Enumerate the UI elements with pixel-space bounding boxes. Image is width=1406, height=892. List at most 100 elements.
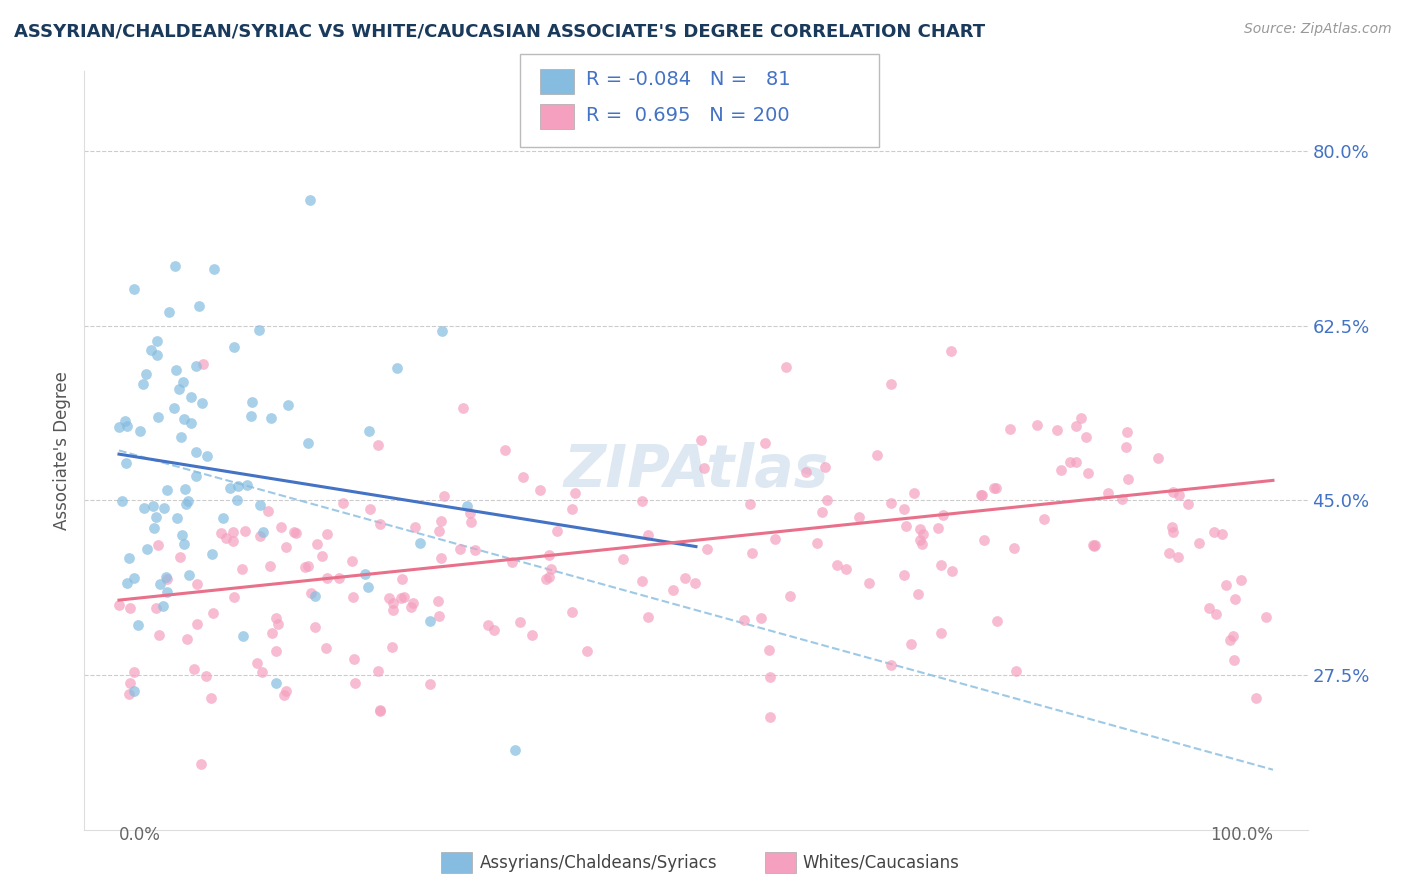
Point [276, 540, 298, 554]
Point [176, 632, 198, 646]
Point [430, 324, 453, 338]
Point [141, 499, 163, 513]
Point [825, 558, 848, 572]
Point [153, 501, 176, 516]
Point [973, 533, 995, 548]
Point [127, 617, 149, 632]
Point [427, 608, 450, 623]
Point [494, 443, 516, 458]
Point [433, 489, 456, 503]
Point [1115, 440, 1137, 454]
Point [505, 743, 527, 757]
Point [903, 485, 925, 500]
Point [377, 591, 399, 605]
Point [986, 614, 1008, 628]
Point [135, 542, 157, 557]
Point [170, 430, 193, 444]
Point [399, 599, 422, 614]
Point [929, 626, 952, 640]
Point [759, 710, 782, 724]
Point [260, 411, 283, 425]
Point [389, 591, 412, 606]
Point [148, 628, 170, 642]
Point [307, 536, 329, 550]
Point [184, 469, 207, 483]
Point [118, 550, 141, 565]
Point [564, 486, 586, 500]
Point [385, 361, 408, 376]
Point [880, 376, 903, 391]
Point [239, 409, 262, 424]
Point [1032, 512, 1054, 526]
Point [183, 662, 205, 676]
Point [212, 510, 235, 524]
Point [122, 683, 145, 698]
Point [391, 572, 413, 586]
Point [661, 582, 683, 597]
Point [1244, 690, 1267, 705]
Point [209, 526, 232, 541]
Point [534, 572, 557, 586]
Point [344, 675, 367, 690]
Point [108, 598, 131, 612]
Point [907, 587, 929, 601]
Point [754, 436, 776, 450]
Point [1050, 463, 1073, 477]
Point [247, 323, 270, 337]
Point [1066, 419, 1088, 434]
Point [741, 546, 763, 560]
Point [637, 528, 659, 542]
Point [222, 590, 245, 604]
Point [765, 532, 787, 546]
Point [835, 562, 858, 576]
Point [120, 600, 142, 615]
Point [222, 524, 245, 539]
Point [146, 334, 169, 349]
Point [758, 642, 780, 657]
Point [848, 510, 870, 524]
Point [370, 704, 392, 718]
Point [169, 549, 191, 564]
Point [546, 524, 568, 539]
Point [749, 611, 772, 625]
Point [342, 591, 364, 605]
Point [430, 515, 453, 529]
Point [382, 603, 405, 617]
Point [696, 541, 718, 556]
Point [758, 670, 780, 684]
Point [270, 520, 292, 534]
Point [1215, 578, 1237, 592]
Point [267, 617, 290, 632]
Point [984, 481, 1007, 495]
Point [173, 412, 195, 426]
Point [1076, 430, 1098, 444]
Point [146, 409, 169, 424]
Point [145, 510, 167, 524]
Point [631, 574, 654, 588]
Point [381, 640, 404, 654]
Point [186, 616, 208, 631]
Point [165, 363, 187, 377]
Point [166, 510, 188, 524]
Point [453, 401, 475, 415]
Point [419, 614, 441, 628]
Y-axis label: Associate's Degree: Associate's Degree [53, 371, 72, 530]
Point [195, 669, 218, 683]
Point [983, 481, 1005, 495]
Point [368, 702, 391, 716]
Point [163, 259, 186, 273]
Point [184, 445, 207, 459]
Point [202, 606, 225, 620]
Point [561, 502, 583, 516]
Point [429, 524, 451, 538]
Point [908, 533, 931, 548]
Point [219, 481, 242, 495]
Point [927, 521, 949, 535]
Point [1160, 520, 1182, 534]
Point [538, 548, 561, 562]
Point [910, 522, 932, 536]
Point [1223, 653, 1246, 667]
Point [1059, 454, 1081, 468]
Point [128, 424, 150, 438]
Point [972, 487, 994, 501]
